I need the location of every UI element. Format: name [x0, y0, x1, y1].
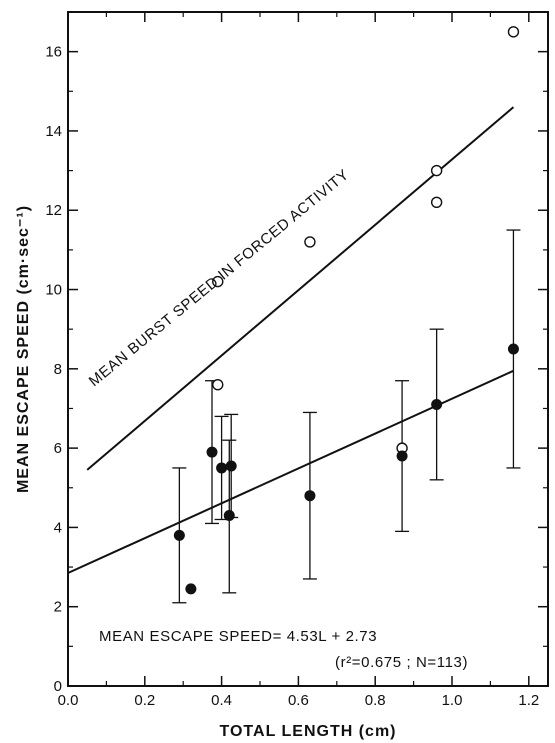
y-axis-label: MEAN ESCAPE SPEED (cm·sec⁻¹) — [15, 205, 32, 493]
open-circle-point — [212, 275, 224, 288]
x-tick-label: 1.2 — [518, 692, 539, 709]
filled-circle-point — [223, 510, 235, 522]
burst-speed-line — [86, 106, 515, 471]
filled-circle-point — [206, 446, 218, 458]
x-tick-label: 0.2 — [134, 692, 155, 709]
plot-frame — [67, 11, 549, 687]
y-tick-label: 0 — [54, 678, 62, 695]
open-circle-point — [507, 26, 520, 38]
x-axis-label: TOTAL LENGTH (cm) — [220, 723, 397, 740]
x-tick-label: 0.6 — [288, 692, 309, 709]
y-tick-label: 8 — [54, 361, 62, 378]
x-tick-label: 0.8 — [365, 692, 386, 709]
open-circle-point — [430, 196, 443, 209]
filled-circle-point — [225, 460, 237, 472]
open-circle-point — [304, 236, 316, 248]
escape-speed-regression-line — [67, 369, 514, 574]
filled-circle-point — [396, 450, 408, 462]
data-points — [173, 26, 520, 595]
error-bars — [172, 229, 521, 604]
regression-stats: (r²=0.675 ; N=113) — [335, 654, 468, 671]
y-tick-label: 4 — [54, 519, 62, 536]
filled-circle-point — [431, 399, 443, 411]
tick-labels: 0.0 0.2 0.4 0.6 0.8 1.0 1.2 0 2 4 6 8 10 12 14 16 — [45, 44, 539, 709]
y-tick-label: 16 — [45, 44, 62, 61]
y-tick-label: 10 — [45, 282, 62, 299]
filled-circle-point — [304, 490, 316, 502]
y-tick-label: 2 — [54, 599, 62, 616]
filled-circle-point — [185, 583, 197, 595]
ticks — [67, 11, 548, 687]
x-tick-label: 0.4 — [211, 692, 232, 709]
y-tick-label: 6 — [54, 440, 62, 457]
y-tick-label: 12 — [45, 202, 62, 219]
open-circle-point — [212, 378, 224, 391]
x-tick-label: 0.0 — [58, 692, 79, 709]
filled-circle-point — [173, 529, 185, 541]
y-tick-label: 14 — [45, 123, 62, 140]
regression-equation: MEAN ESCAPE SPEED= 4.53L + 2.73 — [99, 628, 377, 645]
x-tick-label: 1.0 — [442, 692, 463, 709]
filled-circle-point — [216, 462, 228, 474]
open-circle-point — [430, 164, 443, 177]
filled-circle-point — [507, 343, 519, 355]
